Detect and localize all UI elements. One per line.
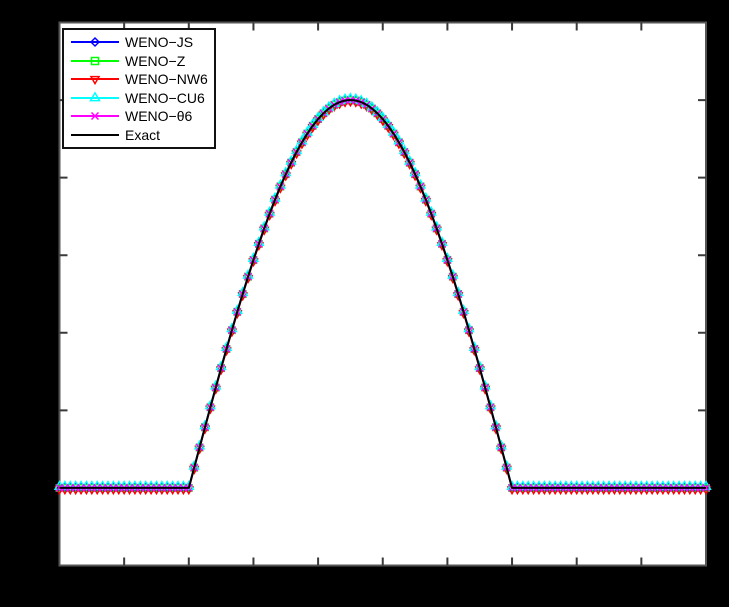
legend-item-weno-theta6: WENO−θ6 xyxy=(69,107,214,126)
legend: WENO−JS WENO−Z WENO−NW6 WENO−CU6 WENO−θ6… xyxy=(62,28,216,149)
legend-key-exact-icon xyxy=(71,133,119,136)
legend-item-weno-nw6: WENO−NW6 xyxy=(69,70,214,89)
legend-key-weno-theta6-icon xyxy=(71,112,119,121)
legend-label-exact: Exact xyxy=(125,126,161,143)
legend-item-weno-js: WENO−JS xyxy=(69,33,214,52)
legend-item-exact: Exact xyxy=(69,126,214,145)
legend-label-weno-z: WENO−Z xyxy=(125,52,186,69)
legend-label-weno-theta6: WENO−θ6 xyxy=(125,108,193,125)
legend-item-weno-cu6: WENO−CU6 xyxy=(69,89,214,108)
legend-label-weno-nw6: WENO−NW6 xyxy=(125,71,208,88)
legend-key-weno-z-icon xyxy=(71,56,119,65)
legend-label-weno-cu6: WENO−CU6 xyxy=(125,89,205,106)
legend-key-weno-cu6-icon xyxy=(71,91,119,102)
legend-label-weno-js: WENO−JS xyxy=(125,34,194,51)
legend-key-weno-nw6-icon xyxy=(71,76,119,86)
legend-key-weno-js-icon xyxy=(71,37,119,48)
legend-item-weno-z: WENO−Z xyxy=(69,52,214,71)
